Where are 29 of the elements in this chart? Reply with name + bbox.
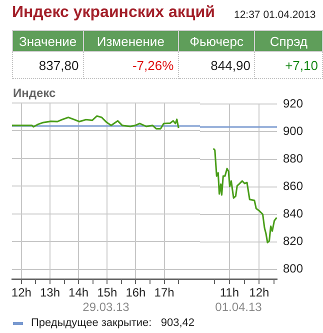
- x-axis-title: 01.04.13: [215, 300, 262, 314]
- y-axis-title: Индекс: [13, 86, 56, 100]
- text: -7,26%: [83, 52, 178, 78]
- y-tick-label: 920: [283, 96, 304, 111]
- x-tick-label: 13h: [40, 286, 60, 300]
- text: +7,10: [254, 52, 322, 78]
- chart-subtitle: 12:37 01.04.2013: [234, 9, 316, 21]
- text: Фьючерс: [178, 30, 255, 52]
- x-tick-label: 11h: [220, 286, 240, 300]
- legend-label: Предыдущее закрытие: 903,42: [31, 317, 195, 329]
- text: 837,80: [12, 52, 84, 78]
- text: 844,90: [178, 52, 255, 78]
- x-tick-label: 15h: [97, 286, 118, 300]
- text: Значение: [12, 30, 84, 52]
- y-tick-label: 800: [283, 262, 304, 276]
- x-tick-label: 14h: [68, 286, 89, 300]
- x-axis-title: 29.03.13: [82, 300, 130, 314]
- chart-title: Индекс украинских акций: [12, 4, 215, 22]
- y-tick-label: 840: [283, 206, 304, 221]
- x-tick-label: 16h: [126, 286, 146, 300]
- text: Изменение: [83, 30, 178, 52]
- x-tick-label: 17h: [154, 286, 174, 300]
- text: Спрэд: [254, 30, 322, 52]
- y-tick-label: 860: [283, 179, 304, 194]
- y-tick-label: 880: [283, 152, 304, 166]
- x-tick-label: 12h: [11, 286, 32, 300]
- y-tick-label: 820: [283, 234, 304, 248]
- y-tick-label: 900: [283, 124, 304, 138]
- x-tick-label: 12h: [249, 286, 270, 300]
